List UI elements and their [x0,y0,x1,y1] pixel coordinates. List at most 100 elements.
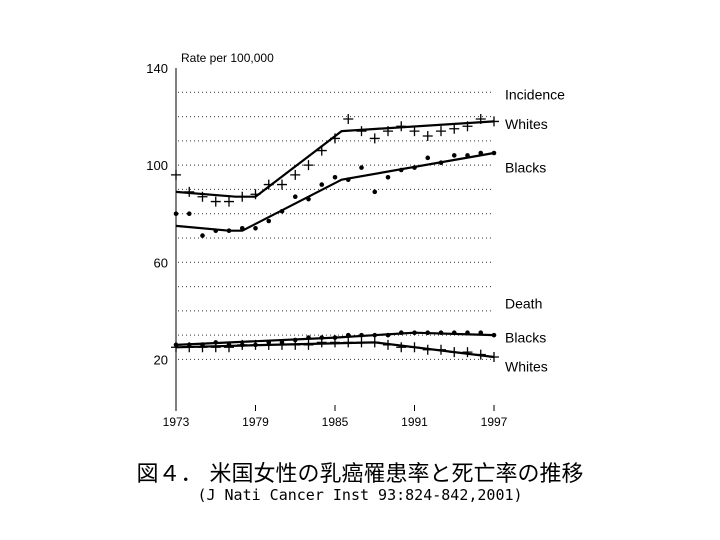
data-point-death-whites [462,347,473,358]
data-point-incidence-whites [184,186,195,197]
data-point-incidence-whites [369,133,380,144]
data-point-incidence-whites [449,123,460,134]
data-point-death-whites [356,337,367,348]
data-point-incidence-blacks [306,196,311,202]
data-point-death-blacks [385,332,391,338]
data-point-incidence-blacks [451,153,457,158]
data-point-incidence-blacks [465,153,470,158]
data-point-incidence-whites [224,196,234,207]
data-point-incidence-blacks [438,160,444,166]
group-label: Incidence [505,87,565,103]
data-point-incidence-blacks [385,174,391,180]
y-tick-labels: 140 100 60 20 [146,61,168,367]
data-point-death-whites [330,337,340,348]
data-point-death-blacks [465,330,470,336]
data-point-death-whites [383,339,393,350]
data-point-incidence-blacks [425,155,431,161]
data-point-death-whites [436,344,446,355]
data-point-incidence-whites [436,126,446,137]
data-point-death-whites [184,342,195,353]
data-point-death-blacks [359,332,364,338]
data-point-death-whites [197,342,208,353]
data-point-incidence-blacks [412,165,417,170]
data-point-incidence-whites [277,179,287,190]
data-point-incidence-blacks [279,208,285,214]
data-point-death-blacks [372,332,378,338]
data-point-death-whites [210,342,221,353]
y-axis-title: Rate per 100,000 [181,51,274,65]
data-point-death-whites [489,352,499,362]
data-point-death-whites [343,337,354,348]
data-point-death-whites [303,339,314,350]
y-tick-label: 20 [154,352,168,367]
data-point-incidence-blacks [478,150,484,156]
gridlines [178,91,494,360]
figure-caption-title: 図４． 米国女性の乳癌罹患率と死亡率の推移 [136,462,584,487]
data-point-incidence-blacks [213,228,219,234]
data-point-death-blacks [412,330,417,336]
data-point-death-whites [224,342,234,353]
data-point-death-whites [422,344,433,355]
group-label: Death [505,296,542,312]
x-tick-label: 1979 [242,415,269,429]
data-point-incidence-whites [383,126,393,137]
data-point-incidence-blacks [345,177,351,183]
data-point-incidence-blacks [186,211,192,217]
series-label: Whites [505,359,548,375]
data-point-death-whites [263,339,274,350]
data-point-death-whites [171,342,181,353]
data-point-incidence-blacks [292,194,298,200]
data-point-incidence-whites [489,116,499,127]
data-point-incidence-blacks [239,225,245,231]
data-point-death-whites [475,349,486,360]
data-point-death-whites [369,337,380,348]
trend-lines [175,120,495,359]
data-point-incidence-whites [343,114,354,124]
data-point-incidence-whites [197,191,208,202]
x-tick-label: 1985 [322,415,349,429]
data-point-death-blacks [398,330,404,336]
x-tick-label: 1997 [481,415,508,429]
data-point-incidence-blacks [200,233,205,238]
data-point-death-blacks [345,332,351,338]
data-point-incidence-whites [462,121,473,132]
data-point-death-whites [316,337,327,348]
data-point-death-blacks [491,332,497,338]
data-point-incidence-blacks [398,167,404,173]
data-point-incidence-whites [316,145,327,156]
data-point-death-whites [237,339,248,350]
data-point-incidence-blacks [253,225,258,231]
data-point-incidence-blacks [491,150,497,156]
data-point-incidence-whites [237,191,248,202]
data-point-death-blacks [425,330,431,336]
figure-caption-citation: (J Nati Cancer Inst 93:824-842,2001) [197,486,523,504]
data-point-incidence-whites [263,179,274,190]
data-point-incidence-blacks [372,189,378,195]
data-point-death-whites [290,339,301,350]
data-point-incidence-blacks [332,174,338,180]
data-point-death-blacks [306,335,311,340]
data-point-incidence-whites [356,126,367,137]
data-point-incidence-blacks [226,228,232,234]
data-point-death-whites [409,342,420,353]
data-point-incidence-whites [210,196,221,207]
x-tick-labels: 1973 1979 1985 1991 1997 [163,405,508,429]
trend-line-incidence-blacks [175,151,495,232]
data-points [171,114,499,362]
series-label: Blacks [505,330,546,346]
data-point-incidence-blacks [319,182,325,187]
x-tick-label: 1991 [401,415,428,429]
data-point-incidence-whites [330,133,340,144]
data-point-death-whites [277,339,287,350]
data-point-death-blacks [451,330,457,336]
trend-line-incidence-whites [175,120,495,198]
series-label: Blacks [505,160,546,176]
data-point-incidence-whites [422,131,433,141]
data-point-death-whites [250,339,261,350]
data-point-incidence-blacks [266,218,272,224]
series-labels: Incidence Death Whites Blacks Blacks Whites [505,87,565,375]
data-point-death-blacks [438,330,444,336]
data-point-incidence-blacks [173,211,179,217]
data-point-death-whites [449,347,460,358]
data-point-incidence-whites [303,160,314,171]
